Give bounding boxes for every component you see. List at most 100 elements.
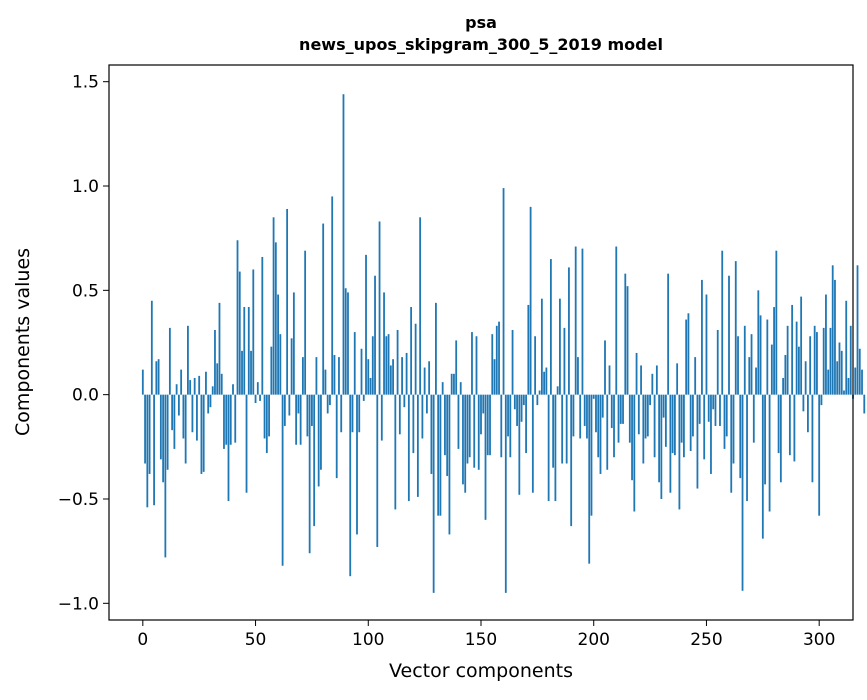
bar [678, 394, 681, 510]
bar [626, 286, 629, 395]
bar [324, 369, 327, 395]
bar [617, 394, 620, 443]
bar [227, 394, 230, 502]
bar [333, 355, 336, 395]
bar [173, 394, 176, 449]
bar [536, 394, 539, 406]
bar [473, 394, 476, 468]
bar [498, 321, 500, 395]
bar [777, 394, 780, 454]
bar [581, 248, 584, 395]
bar [775, 250, 778, 395]
bar [825, 294, 827, 395]
bar [712, 394, 715, 410]
bar [482, 394, 485, 414]
bar [331, 196, 334, 395]
bar [493, 359, 496, 395]
bar [802, 394, 805, 412]
bar [421, 394, 424, 439]
bar [561, 394, 564, 464]
bar [177, 394, 180, 416]
bar [218, 302, 221, 395]
bar [518, 394, 521, 495]
bar [435, 302, 437, 395]
bar [721, 250, 724, 395]
bar [182, 394, 185, 439]
y-tick-label: −0.5 [58, 490, 99, 510]
bars-group [141, 94, 866, 593]
bar [351, 394, 354, 433]
bar [795, 321, 798, 395]
bar [457, 394, 460, 449]
bar [274, 242, 277, 395]
bar [649, 394, 651, 406]
bar [861, 369, 863, 395]
bar [692, 394, 694, 437]
bar [631, 394, 633, 481]
bar [225, 394, 228, 445]
bar [211, 386, 214, 395]
bar [439, 394, 442, 516]
bar [189, 380, 192, 395]
bar [804, 361, 807, 395]
bar [387, 334, 390, 395]
bar [543, 371, 546, 395]
bar [477, 394, 480, 470]
bar [664, 394, 667, 447]
bar [750, 334, 753, 395]
bar [453, 373, 455, 395]
bar [568, 267, 570, 395]
chart-title-line-1: psa [465, 13, 497, 32]
bar [847, 377, 850, 395]
y-tick-label: 1.5 [72, 73, 99, 93]
bar [495, 325, 498, 395]
bar [822, 327, 825, 395]
plot-frame [108, 64, 854, 621]
bar [315, 357, 318, 395]
bar [446, 394, 449, 477]
bar [628, 394, 631, 443]
bar [791, 304, 794, 395]
bar [813, 325, 816, 395]
bar [198, 375, 201, 395]
bar [761, 394, 764, 539]
bar [407, 394, 410, 502]
bar [725, 394, 728, 437]
bar [193, 377, 196, 395]
bar [834, 279, 836, 395]
bar [549, 259, 552, 395]
bar [471, 332, 473, 395]
bar [365, 254, 367, 395]
bar [480, 394, 482, 435]
bar [748, 357, 751, 395]
x-axis: 0 50 100 150 200 250 300 [137, 620, 835, 650]
bar [148, 394, 151, 474]
bar [326, 394, 329, 414]
bar [383, 292, 385, 395]
bar [646, 394, 649, 437]
bar [252, 269, 255, 395]
bar [516, 394, 518, 426]
bar [261, 256, 264, 395]
bar [655, 365, 658, 395]
bar [838, 342, 841, 395]
bar [599, 394, 602, 474]
bar [556, 386, 559, 395]
bar [441, 382, 444, 395]
bar [764, 394, 766, 485]
bar [464, 394, 467, 493]
bar [146, 394, 149, 508]
bar [168, 327, 171, 395]
bar [320, 394, 322, 470]
bar [662, 394, 665, 418]
bar [209, 394, 212, 408]
bar [667, 273, 670, 395]
bar [491, 334, 494, 395]
bar [683, 394, 685, 458]
bar [412, 394, 415, 454]
bar [265, 394, 268, 454]
bar [486, 394, 489, 456]
bar [187, 325, 189, 395]
bar [644, 394, 647, 439]
x-tick-label: 150 [465, 630, 497, 650]
